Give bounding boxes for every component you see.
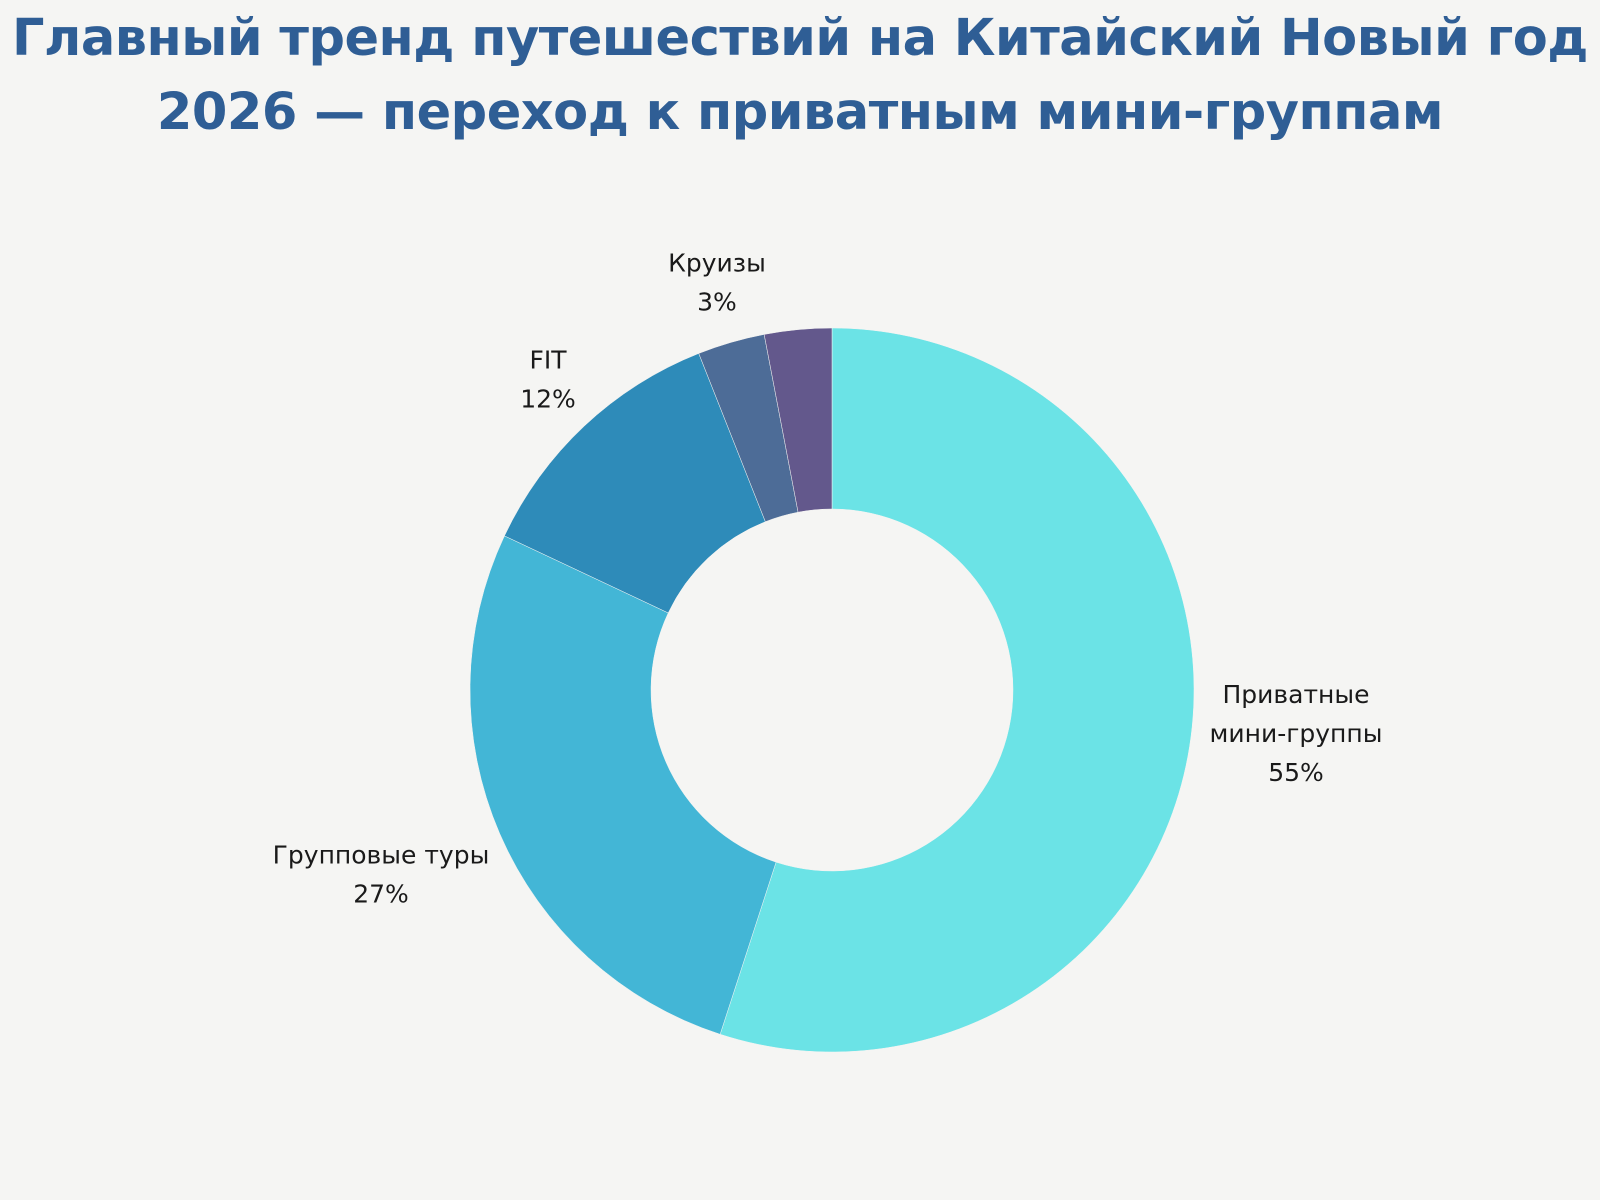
- slice-value-label: 12%: [520, 385, 576, 414]
- donut-slice-2: [469, 535, 777, 1035]
- donut-slice-5: [763, 327, 833, 513]
- slice-value-label: 55%: [1268, 758, 1324, 787]
- slice-label-3: FIT 12%: [520, 346, 576, 414]
- chart-title-line-2: 2026 — переход к приватным мини-группам: [156, 83, 1444, 142]
- slice-label-1: Приватные мини-группы 55%: [1210, 680, 1383, 787]
- slice-labels: Приватные мини-группы 55% Групповые туры 27%…: [273, 249, 1383, 909]
- donut-slice-1: [719, 327, 1195, 1053]
- chart-title-line-1: Главный тренд путешествий на Китайский Н…: [12, 9, 1588, 68]
- slice-label-4: Круизы 3%: [668, 249, 766, 317]
- slice-category-label: Приватные: [1223, 680, 1370, 709]
- slice-label-2: Групповые туры 27%: [273, 841, 490, 909]
- slice-value-label: 3%: [697, 288, 737, 317]
- chart-title: Главный тренд путешествий на Китайский Н…: [0, 2, 1600, 150]
- slice-value-label: 27%: [353, 880, 409, 909]
- slice-category-label: Круизы: [668, 249, 766, 278]
- donut-slice-3: [504, 353, 766, 614]
- donut-slices: [469, 327, 1195, 1053]
- slice-category-label: мини-группы: [1210, 719, 1383, 748]
- slice-category-label: FIT: [529, 346, 567, 375]
- slice-category-label: Групповые туры: [273, 841, 490, 870]
